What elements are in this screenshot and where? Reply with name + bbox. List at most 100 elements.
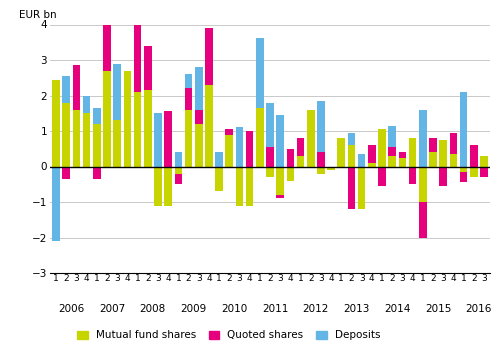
Bar <box>388 126 396 147</box>
Bar <box>348 145 356 167</box>
Bar <box>114 64 121 120</box>
Bar <box>276 115 284 167</box>
Bar <box>164 111 172 167</box>
Bar <box>307 110 314 167</box>
Bar <box>276 167 284 195</box>
Bar <box>286 149 294 167</box>
Text: 2010: 2010 <box>221 303 248 314</box>
Bar <box>266 103 274 147</box>
Bar <box>368 163 376 167</box>
Bar <box>52 79 60 167</box>
Bar <box>470 167 478 177</box>
Bar <box>378 128 386 167</box>
Text: 2009: 2009 <box>180 303 206 314</box>
Bar <box>62 76 70 103</box>
Bar <box>480 156 488 167</box>
Bar <box>226 129 233 134</box>
Bar <box>276 195 284 198</box>
Bar <box>429 138 437 152</box>
Bar <box>154 167 162 205</box>
Bar <box>144 90 152 167</box>
Bar <box>460 92 468 167</box>
Legend: Mutual fund shares, Quoted shares, Deposits: Mutual fund shares, Quoted shares, Depos… <box>77 330 380 341</box>
Bar <box>348 167 356 209</box>
Bar <box>450 133 457 154</box>
Bar <box>93 108 100 124</box>
Text: 2015: 2015 <box>425 303 451 314</box>
Bar <box>286 167 294 181</box>
Bar <box>338 138 345 167</box>
Bar <box>266 167 274 177</box>
Bar <box>429 152 437 167</box>
Bar <box>134 92 141 167</box>
Bar <box>480 167 488 177</box>
Text: 2014: 2014 <box>384 303 410 314</box>
Text: 2011: 2011 <box>262 303 288 314</box>
Bar <box>164 167 172 205</box>
Bar <box>378 167 386 186</box>
Bar <box>409 138 416 167</box>
Bar <box>296 156 304 167</box>
Bar <box>358 154 366 167</box>
Bar <box>205 85 212 167</box>
Bar <box>184 74 192 89</box>
Bar <box>205 28 212 85</box>
Bar <box>62 103 70 167</box>
Bar <box>358 167 366 209</box>
Bar <box>460 167 468 172</box>
Bar <box>236 127 244 167</box>
Bar <box>388 156 396 167</box>
Bar <box>328 167 335 170</box>
Bar <box>368 145 376 163</box>
Bar <box>419 167 426 202</box>
Bar <box>398 152 406 158</box>
Bar <box>256 108 264 167</box>
Bar <box>195 124 202 167</box>
Bar <box>83 96 90 113</box>
Bar <box>72 65 80 110</box>
Bar <box>256 38 264 108</box>
Bar <box>124 71 131 167</box>
Bar <box>144 46 152 90</box>
Bar <box>195 67 202 110</box>
Bar <box>348 133 356 145</box>
Bar <box>174 152 182 167</box>
Bar <box>419 110 426 167</box>
Bar <box>246 167 254 205</box>
Text: 2016: 2016 <box>466 303 492 314</box>
Bar <box>450 154 457 167</box>
Bar <box>296 138 304 156</box>
Bar <box>195 110 202 124</box>
Bar <box>93 167 100 179</box>
Bar <box>134 16 141 92</box>
Bar <box>398 158 406 167</box>
Bar <box>62 167 70 179</box>
Bar <box>440 167 447 186</box>
Bar <box>266 147 274 167</box>
Bar <box>317 167 324 174</box>
Bar <box>184 110 192 167</box>
Bar <box>184 89 192 110</box>
Bar <box>460 172 468 182</box>
Text: 2007: 2007 <box>99 303 126 314</box>
Bar <box>52 167 60 241</box>
Text: 2008: 2008 <box>140 303 166 314</box>
Bar <box>72 110 80 167</box>
Bar <box>246 131 254 167</box>
Bar <box>154 113 162 167</box>
Bar <box>93 124 100 167</box>
Bar <box>317 152 324 167</box>
Bar <box>103 71 111 167</box>
Bar <box>174 174 182 184</box>
Text: 2006: 2006 <box>58 303 84 314</box>
Text: 2013: 2013 <box>344 303 370 314</box>
Bar <box>103 0 111 71</box>
Bar <box>317 101 324 152</box>
Bar <box>470 145 478 167</box>
Bar <box>83 113 90 167</box>
Bar <box>114 120 121 167</box>
Bar <box>388 147 396 156</box>
Text: 2012: 2012 <box>302 303 329 314</box>
Bar <box>216 167 223 191</box>
Bar <box>174 167 182 174</box>
